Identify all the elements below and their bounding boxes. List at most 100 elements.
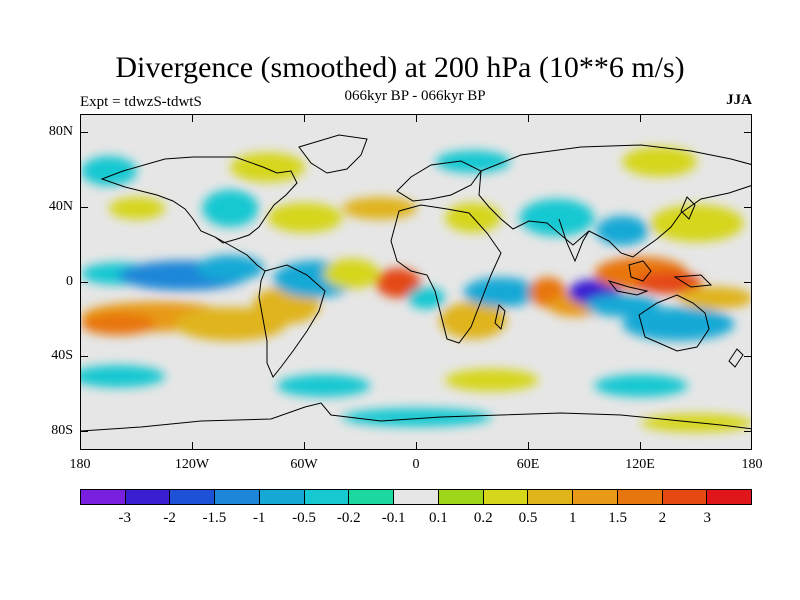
- lat-tick: [744, 207, 752, 208]
- divergence-region: [622, 146, 698, 177]
- colorbar-label: 0.5: [518, 510, 538, 526]
- coast-java: [607, 280, 649, 296]
- lon-tick: [304, 114, 305, 122]
- colorbar: [80, 489, 752, 505]
- colorbar-label: 1.5: [608, 510, 627, 526]
- colorbar-box: [170, 490, 216, 504]
- convergence-region: [622, 307, 735, 341]
- lon-tick: [640, 114, 641, 122]
- convergence-region: [407, 286, 446, 310]
- colorbar-box: [573, 490, 618, 504]
- lon-tick: [192, 114, 193, 122]
- coast-north-america: [100, 156, 298, 244]
- divergence-region: [445, 368, 539, 392]
- colorbar-label: -2: [163, 510, 176, 526]
- colorbar-label: 0.2: [473, 510, 493, 526]
- colorbar-box: [483, 490, 529, 504]
- divergence-region: [81, 312, 156, 336]
- divergence-region: [375, 268, 421, 298]
- lat-label-80s: 80S: [51, 423, 73, 438]
- lat-label-40n: 40N: [48, 199, 73, 214]
- convergence-region: [585, 294, 660, 317]
- map-title: Divergence (smoothed) at 200 hPa (10**6 …: [115, 51, 685, 84]
- lon-tick: [528, 114, 529, 122]
- coast-europe: [396, 160, 482, 202]
- colorbar-label: -1: [252, 510, 266, 526]
- lat-tick: [744, 282, 752, 283]
- divergence-region: [230, 152, 305, 183]
- coast-new-zealand: [728, 348, 744, 368]
- colorbar-box: [125, 490, 171, 504]
- lon-tick: [192, 442, 193, 450]
- convergence-region: [435, 150, 511, 173]
- colorbar-label: -1.5: [202, 510, 227, 526]
- divergence-region: [323, 258, 380, 289]
- colorbar-label: -0.1: [381, 510, 406, 526]
- lat-tick: [80, 132, 88, 133]
- colorbar-box: [215, 490, 260, 504]
- lat-label-80n: 80N: [48, 124, 73, 139]
- colorbar-box: [617, 490, 663, 504]
- divergence-region: [678, 286, 751, 310]
- coast-borneo: [628, 260, 652, 282]
- lon-label-60e: 60E: [516, 457, 540, 472]
- convergence-region: [277, 374, 371, 397]
- coast-asia: [478, 144, 751, 258]
- lon-label-180w: 180: [69, 457, 91, 472]
- divergence-region: [439, 301, 507, 339]
- coast-africa: [390, 204, 502, 344]
- colorbar-box: [259, 490, 305, 504]
- lat-tick: [744, 431, 752, 432]
- divergence-region: [267, 202, 343, 233]
- lon-label-120e: 120E: [625, 457, 655, 472]
- lon-label-60w: 60W: [290, 457, 318, 472]
- convergence-region: [519, 199, 595, 237]
- experiment-label: Expt = tdwzS-tdwtS: [80, 94, 202, 110]
- coast-madagascar: [494, 304, 506, 330]
- lat-tick: [80, 431, 88, 432]
- colorbar-box: [304, 490, 350, 504]
- colorbar-label: -3: [118, 510, 132, 526]
- coast-india: [558, 218, 590, 263]
- lon-tick: [528, 442, 529, 450]
- divergence-region: [650, 204, 744, 242]
- colorbar-box: [394, 490, 439, 504]
- colorbar-box: [528, 490, 574, 504]
- colorbar-box: [349, 490, 395, 504]
- colorbar-label: -0.5: [292, 510, 316, 526]
- lat-tick: [80, 356, 88, 357]
- lon-label-0: 0: [412, 457, 420, 472]
- lon-label-180e: 180: [741, 457, 763, 472]
- convergence-region: [81, 156, 137, 186]
- coast-greenland: [298, 134, 368, 174]
- colorbar-box: [707, 490, 752, 504]
- convergence-region: [81, 365, 165, 388]
- convergence-region: [594, 374, 688, 397]
- colorbar-box: [438, 490, 484, 504]
- coast-new-guinea: [673, 274, 713, 288]
- colorbar-label: -0.2: [336, 510, 361, 526]
- lon-label-120w: 120W: [174, 457, 210, 472]
- lon-tick: [416, 442, 417, 450]
- convergence-region: [342, 408, 492, 427]
- divergence-map: [80, 114, 752, 450]
- lat-tick: [744, 356, 752, 357]
- colorbar-label: 2: [658, 510, 667, 526]
- coast-south-america: [258, 264, 326, 378]
- colorbar-box: [81, 490, 126, 504]
- convergence-region: [596, 215, 649, 246]
- coast-antarctica: [81, 402, 751, 432]
- lat-tick: [80, 282, 88, 283]
- coast-central-america: [214, 236, 266, 272]
- lat-tick: [80, 207, 88, 208]
- colorbar-label: 0.1: [429, 510, 448, 526]
- divergence-region: [342, 197, 417, 220]
- time-range-subtitle: 066kyr BP - 066kyr BP: [344, 88, 486, 104]
- lat-label-40s: 40S: [51, 348, 73, 363]
- colorbar-label: 3: [703, 510, 711, 526]
- colorbar-box: [662, 490, 708, 504]
- convergence-region: [196, 255, 264, 282]
- lon-tick: [416, 114, 417, 122]
- lat-tick: [744, 132, 752, 133]
- divergence-region: [635, 271, 703, 295]
